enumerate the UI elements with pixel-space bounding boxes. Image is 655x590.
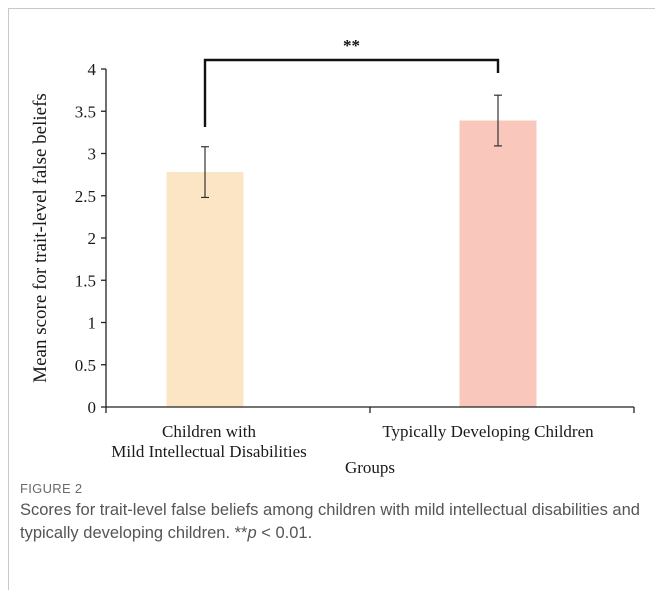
y-tick-label-3: 1.5 [75, 271, 96, 290]
x-axis-label: Groups [345, 458, 395, 477]
caption-p-value: < 0.01. [256, 524, 313, 542]
bar-1 [166, 172, 244, 407]
bars-group [166, 120, 537, 408]
y-ticks-group: 0 0.5 1 1.5 2 2.5 3 3.5 4 [75, 60, 106, 417]
y-tick-label-7: 3.5 [75, 102, 96, 121]
significance-bracket: ** [203, 36, 500, 127]
bar-2 [459, 120, 537, 408]
y-tick-label-0: 0 [88, 398, 97, 417]
y-tick-label-4: 2 [88, 229, 97, 248]
y-tick-label-2: 1 [88, 314, 97, 333]
figure-label: FIGURE 2 [20, 481, 83, 496]
y-tick-label-5: 2.5 [75, 187, 96, 206]
y-tick-label-1: 0.5 [75, 356, 96, 375]
x-tick-label-1-line-2: Mild Intellectual Disabilities [111, 442, 306, 461]
caption-p-symbol: p [247, 524, 257, 542]
significance-label: ** [343, 36, 360, 55]
frame-left-border [8, 8, 9, 590]
y-tick-label-6: 3 [88, 145, 97, 164]
y-tick-label-8: 4 [88, 60, 97, 79]
x-tick-label-1-line-1: Children with [162, 422, 256, 441]
y-axis-label: Mean score for trait-level false beliefs [30, 93, 51, 383]
x-tick-label-2-line-1: Typically Developing Children [382, 422, 594, 441]
error-bars-group [201, 94, 502, 199]
significance-bracket-line [203, 58, 500, 127]
frame-top-border [8, 8, 655, 9]
figure-caption: Scores for trait-level false beliefs amo… [20, 499, 650, 545]
caption-main-text: Scores for trait-level false beliefs amo… [20, 501, 640, 542]
